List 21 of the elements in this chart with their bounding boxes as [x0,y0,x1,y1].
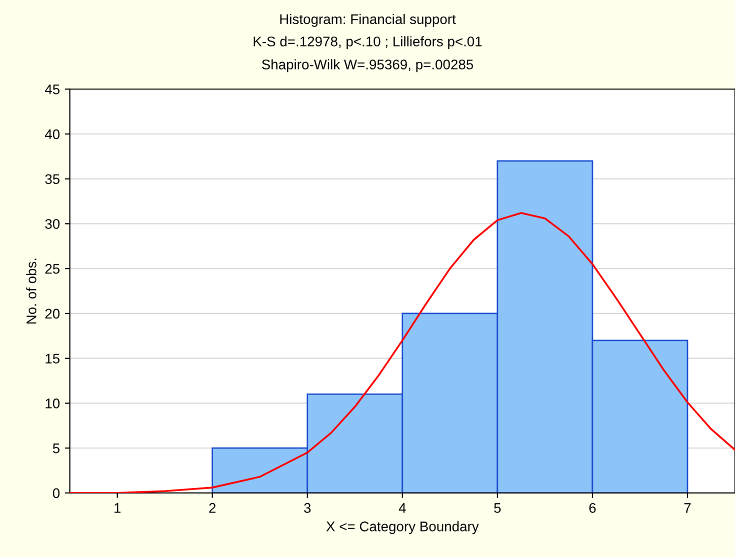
x-tick-label: 1 [114,503,121,513]
y-tick-label: 15 [46,354,60,364]
y-tick-label: 35 [45,174,60,184]
chart-subtitle: K-S d=.12978, p<.10 ; Lilliefors p<.01 Shapiro-Wilk W=.95369, p=.00285 [254,36,482,72]
x-tick-label: 2 [209,503,216,513]
y-tick-label: 30 [45,219,60,229]
y-tick-label: 40 [44,129,60,140]
x-tick-label: 6 [589,503,596,513]
y-tick-label: 25 [45,264,60,274]
x-axis-title: X <= Category Boundary [326,521,479,534]
y-tick-label: 0 [52,488,60,498]
y-tick-label: 10 [46,398,60,408]
y-tick-label: 5 [52,444,60,454]
x-tick-label: 4 [398,503,406,513]
x-tick-label: 3 [304,503,311,513]
x-tick-label: 5 [494,503,501,513]
y-tick-label: 20 [45,308,60,319]
x-tick-label: 7 [684,503,691,513]
y-tick-label: 45 [44,84,60,94]
chart-title: Histogram: Financial support [280,14,456,27]
y-axis-title: No. of obs. [26,258,36,324]
